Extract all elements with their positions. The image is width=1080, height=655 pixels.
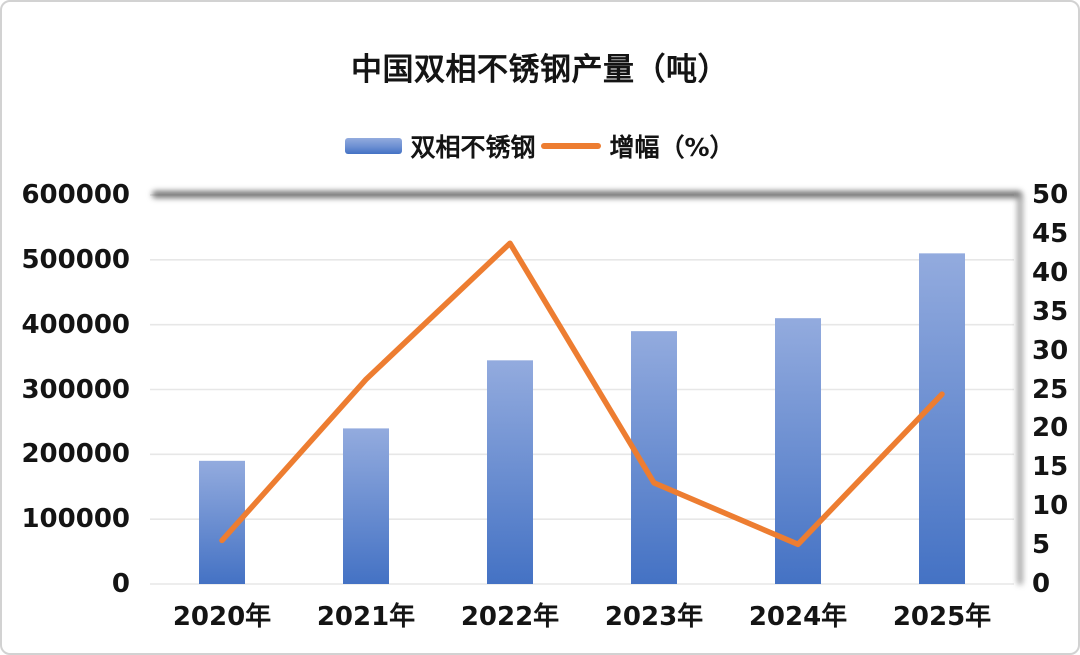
x-axis-tick-label: 2025年 — [892, 602, 992, 632]
y-axis-right-tick-label: 40 — [1032, 257, 1069, 288]
y-axis-right-tick-label: 20 — [1032, 413, 1069, 444]
y-axis-left-tick-label: 600000 — [21, 180, 130, 210]
x-axis-tick-label: 2024年 — [748, 602, 848, 632]
bar-series-swatch-icon — [345, 138, 403, 154]
x-axis-tick-label: 2023年 — [604, 602, 704, 632]
chart-title: 中国双相不锈钢产量（吨） — [351, 52, 729, 88]
bar-2022年 — [487, 360, 533, 584]
y-axis-left-tick-label: 200000 — [21, 439, 130, 470]
legend-label-growth: 增幅（%） — [609, 133, 735, 162]
y-axis-left: 0 100000 200000 300000 400000 500000 600000 — [2, 180, 130, 599]
y-axis-right-tick-label: 45 — [1032, 218, 1069, 249]
y-axis-left-tick-label: 500000 — [21, 244, 130, 275]
line-series-swatch-icon — [541, 143, 602, 149]
y-axis-right-tick-label: 35 — [1032, 296, 1069, 327]
y-axis-left-tick-label: 400000 — [21, 309, 130, 340]
x-axis-tick-label: 2021年 — [316, 602, 416, 632]
legend-item-production: 双相不锈钢 — [345, 128, 535, 164]
plot-shadow-right — [1017, 195, 1023, 585]
legend-label-production: 双相不锈钢 — [410, 133, 536, 162]
y-axis-left-tick-label: 100000 — [21, 504, 130, 535]
plot-area — [150, 191, 1023, 585]
y-axis-right-tick-label: 25 — [1032, 374, 1069, 405]
plot-shadow-top — [152, 191, 1022, 198]
y-axis-right-tick-label: 15 — [1032, 452, 1069, 483]
bar-2021年 — [343, 428, 389, 584]
plot-svg — [150, 194, 1014, 585]
y-axis-left-tick-label: 0 — [111, 569, 130, 599]
x-axis-tick-label: 2022年 — [460, 602, 560, 632]
x-axis: 2020年 2021年 2022年 2023年 2024年 2025年 — [150, 596, 1014, 636]
y-axis-right-tick-label: 5 — [1032, 530, 1051, 561]
y-axis-right-tick-label: 30 — [1032, 335, 1069, 366]
y-axis-left-tick-label: 300000 — [21, 374, 130, 405]
y-axis-right-tick-label: 10 — [1032, 491, 1069, 522]
legend-item-growth: 增幅（%） — [541, 128, 735, 164]
y-axis-right: 0 5 10 15 20 25 30 35 40 45 50 — [1032, 180, 1078, 599]
growth-line — [219, 240, 945, 548]
y-axis-right-tick-label: 50 — [1032, 180, 1069, 210]
bar-2025年 — [919, 253, 965, 584]
y-axis-right-tick-label: 0 — [1032, 569, 1051, 599]
legend: 双相不锈钢 增幅（%） — [2, 128, 1078, 164]
x-axis-tick-label: 2020年 — [172, 602, 272, 632]
